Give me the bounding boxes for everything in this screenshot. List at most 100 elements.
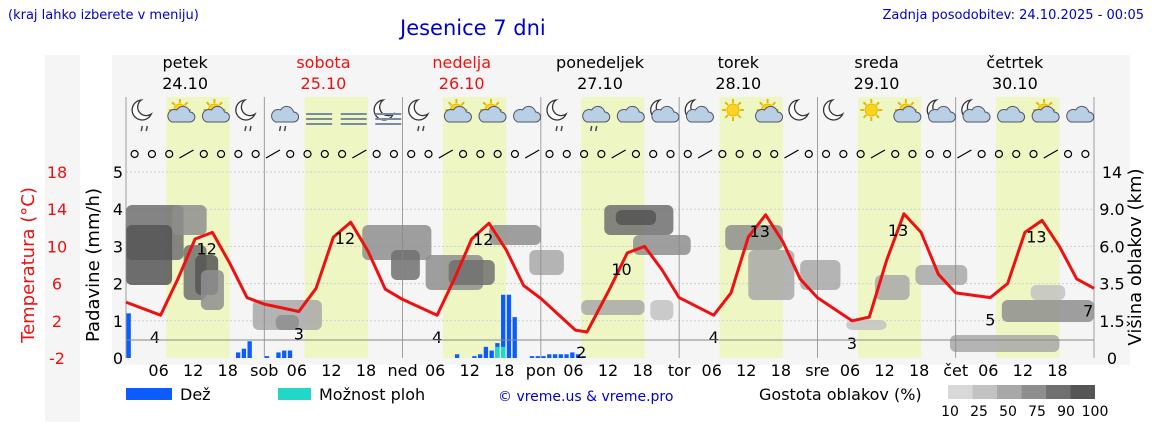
wind-calm-marker bbox=[735, 149, 744, 159]
temperature-value-label: 13 bbox=[1026, 227, 1046, 246]
cloud-density-patch bbox=[875, 275, 910, 300]
wind-barb bbox=[697, 149, 713, 159]
moon-rain-icon bbox=[235, 99, 257, 132]
day-name: sreda bbox=[854, 53, 898, 72]
rain-bar bbox=[501, 294, 506, 358]
cloud-density-patch bbox=[846, 320, 887, 330]
rain-bar bbox=[241, 348, 247, 358]
header-hint[interactable]: (kraj lahko izberete v meniju) bbox=[8, 8, 199, 23]
wind-calm-marker bbox=[147, 149, 157, 159]
cloud-density-patch bbox=[800, 260, 841, 290]
rain-bar bbox=[247, 341, 252, 358]
shower-bar bbox=[501, 346, 506, 358]
wind-calm-marker bbox=[286, 149, 295, 159]
wind-calm-marker bbox=[770, 149, 779, 159]
day-name: ponedeljek bbox=[556, 53, 645, 72]
rain-bar bbox=[276, 352, 281, 358]
cloud-scale-tick: 50 bbox=[999, 404, 1017, 420]
cloud-density-patch bbox=[200, 270, 224, 310]
wind-calm-marker bbox=[1029, 149, 1038, 159]
wind-barb bbox=[438, 149, 454, 159]
cloud-density-patch bbox=[748, 250, 795, 300]
rain-bar bbox=[477, 354, 483, 358]
cloud-icon bbox=[616, 105, 645, 123]
daylight-band bbox=[857, 97, 922, 358]
hour-tick-label: 06 bbox=[978, 361, 998, 380]
moon-cloud-icon bbox=[650, 99, 680, 123]
cloud-density-patch bbox=[1001, 300, 1094, 322]
rain-bar bbox=[541, 356, 546, 358]
temperature-value-label: 12 bbox=[196, 239, 216, 258]
cloud-density-patch bbox=[172, 205, 207, 235]
day-tick-label: tor bbox=[668, 361, 691, 380]
wind-calm-marker bbox=[562, 149, 571, 159]
shower-bar bbox=[495, 346, 500, 358]
hour-tick-label: 12 bbox=[874, 361, 894, 380]
hour-tick-label: 06 bbox=[425, 361, 445, 380]
temperature-tick: 14 bbox=[47, 200, 67, 219]
rain-bar bbox=[558, 354, 563, 358]
hour-tick-label: 18 bbox=[1047, 361, 1067, 380]
temperature-tick: 18 bbox=[47, 163, 67, 182]
day-tick-label: sre bbox=[805, 361, 829, 380]
cloud-density-patch bbox=[275, 315, 299, 330]
rain-legend-swatch bbox=[126, 388, 172, 400]
wind-calm-marker bbox=[389, 149, 399, 159]
wind-calm-marker bbox=[666, 149, 675, 159]
cloud-height-tick: 9.0 bbox=[1099, 200, 1124, 219]
hour-tick-label: 18 bbox=[909, 361, 929, 380]
cloud-scale-tick: 75 bbox=[1028, 404, 1046, 420]
cloud-height-tick: 1.5 bbox=[1099, 312, 1124, 331]
precip-tick: 1 bbox=[113, 312, 123, 331]
temperature-value-label: 3 bbox=[294, 325, 304, 344]
cloud-rain-icon bbox=[582, 105, 611, 132]
sun-icon bbox=[860, 99, 883, 121]
cloud-height-tick: 6.0 bbox=[1099, 237, 1124, 256]
temperature-value-label: 10 bbox=[611, 260, 631, 279]
hour-tick-label: 12 bbox=[183, 361, 203, 380]
moon-cloud-icon bbox=[684, 99, 714, 123]
day-tick-label: ned bbox=[388, 361, 418, 380]
cloud-density-patch bbox=[615, 210, 657, 225]
precip-axis-label: Padavine (mm/h) bbox=[83, 188, 104, 342]
wind-calm-marker bbox=[458, 149, 468, 159]
day-date: 27.10 bbox=[577, 74, 623, 93]
sun-cloud-icon bbox=[201, 99, 230, 123]
rain-bar bbox=[235, 352, 241, 358]
cloud-scale-swatch bbox=[1046, 385, 1071, 399]
cloud-height-tick: 3.5 bbox=[1099, 275, 1124, 294]
temperature-line bbox=[125, 212, 1095, 334]
wind-barb bbox=[179, 149, 194, 159]
fog-icon bbox=[306, 113, 333, 125]
temperature-value-label: 13 bbox=[888, 221, 908, 240]
wind-barb bbox=[870, 149, 886, 159]
temperature-tick: 10 bbox=[47, 237, 67, 256]
moon-cloud-icon bbox=[926, 99, 956, 123]
rain-legend-label: Dež bbox=[180, 385, 211, 404]
hour-tick-label: 06 bbox=[148, 361, 168, 380]
hour-tick-label: 18 bbox=[356, 361, 376, 380]
moon-rain-icon bbox=[546, 99, 568, 132]
sun-cloud-icon bbox=[1031, 99, 1060, 123]
precip-tick: 4 bbox=[113, 200, 123, 219]
rain-bar bbox=[483, 346, 489, 358]
rain-bar bbox=[564, 354, 569, 358]
rain-bar bbox=[454, 354, 460, 358]
cloud-density-patch bbox=[581, 300, 645, 315]
day-date: 30.10 bbox=[992, 74, 1038, 93]
wind-barb bbox=[524, 149, 540, 159]
wind-calm-marker bbox=[597, 149, 606, 159]
wind-calm-marker bbox=[752, 149, 762, 159]
rain-bar bbox=[547, 354, 552, 358]
cloud-density-patch bbox=[949, 335, 1060, 352]
wind-calm-marker bbox=[718, 149, 727, 159]
hour-tick-label: 12 bbox=[1013, 361, 1033, 380]
cloud-height-tick: 0 bbox=[1107, 349, 1117, 368]
cloud-density-patch bbox=[725, 225, 783, 250]
wind-calm-marker bbox=[130, 149, 139, 159]
wind-calm-marker bbox=[1012, 149, 1021, 159]
cloud-density-patch bbox=[633, 235, 691, 255]
precip-tick: 2 bbox=[113, 275, 123, 294]
wind-calm-marker bbox=[977, 149, 986, 159]
